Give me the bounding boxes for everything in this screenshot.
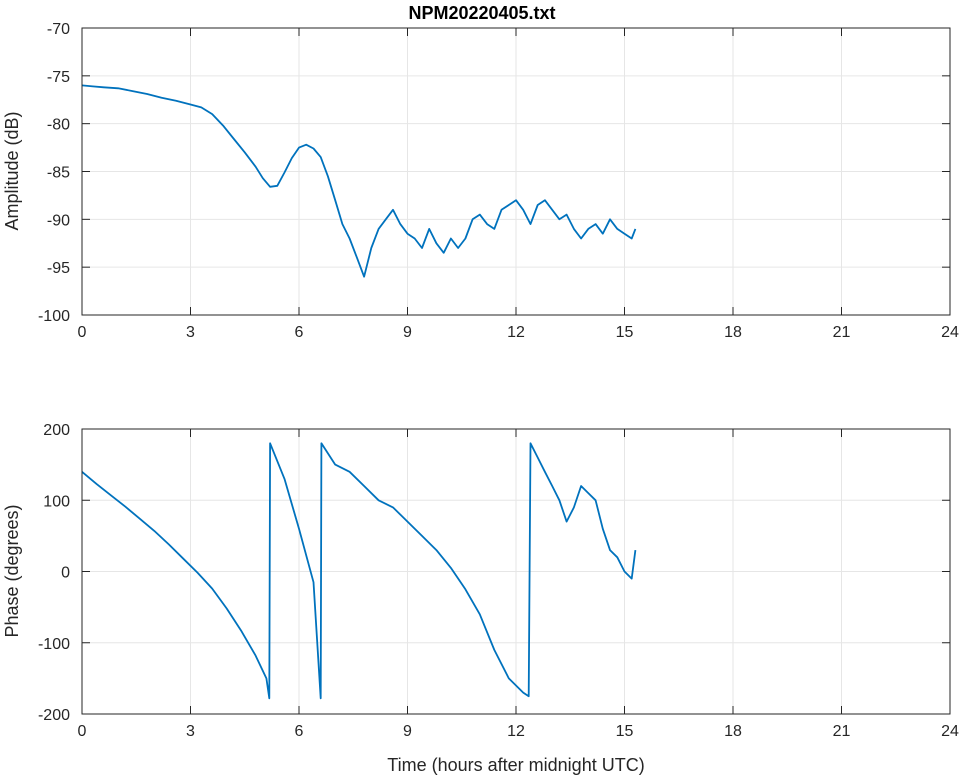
phase-x-tick-label: 24	[941, 723, 959, 740]
amplitude-y-tick-label: -85	[47, 165, 70, 182]
phase-x-tick-label: 3	[186, 723, 195, 740]
phase-x-axis-label: Time (hours after midnight UTC)	[387, 755, 644, 775]
amplitude-x-tick-label: 18	[724, 324, 742, 341]
amplitude-x-tick-label: 21	[833, 324, 851, 341]
amplitude-x-ticks: 0 3 6 9 12 15 18 21 24	[78, 28, 959, 341]
amplitude-y-tick-label: -95	[47, 260, 70, 277]
amplitude-y-tick-label: -100	[38, 308, 70, 325]
phase-y-tick-label: -200	[38, 707, 70, 724]
phase-x-tick-label: 18	[724, 723, 742, 740]
phase-x-tick-label: 12	[507, 723, 525, 740]
amplitude-y-tick-label: -90	[47, 212, 70, 229]
amplitude-x-tick-label: 0	[78, 324, 87, 341]
amplitude-y-tick-label: -75	[47, 69, 70, 86]
phase-y-tick-label: 200	[43, 422, 70, 439]
amplitude-x-tick-label: 3	[186, 324, 195, 341]
phase-series-line	[81, 442, 637, 700]
phase-plot: 0 3 6 9 12 15 18 21 24 -200 -100 0 100 200 Time (hou…	[2, 422, 959, 775]
phase-y-tick-label: -100	[38, 636, 70, 653]
amplitude-series-line	[81, 84, 637, 278]
amplitude-x-tick-label: 24	[941, 324, 959, 341]
amplitude-y-axis-label: Amplitude (dB)	[2, 111, 22, 230]
phase-y-tick-label: 0	[61, 565, 70, 582]
phase-y-tick-label: 100	[43, 493, 70, 510]
amplitude-x-tick-label: 12	[507, 324, 525, 341]
phase-y-ticks: -200 -100 0 100 200	[38, 422, 950, 724]
amplitude-x-tick-label: 15	[616, 324, 634, 341]
phase-x-tick-label: 0	[78, 723, 87, 740]
phase-grid	[81, 428, 951, 715]
amplitude-x-tick-label: 6	[295, 324, 304, 341]
amplitude-title: NPM20220405.txt	[408, 3, 555, 23]
phase-x-tick-label: 9	[403, 723, 412, 740]
amplitude-y-tick-label: -80	[47, 117, 70, 134]
phase-x-tick-label: 21	[833, 723, 851, 740]
amplitude-plot: 0 3 6 9 12 15 18 21 24 -100 -95 -90 -85 -80 -75 -70 NP…	[2, 3, 959, 341]
phase-x-ticks: 0 3 6 9 12 15 18 21 24	[78, 429, 959, 740]
amplitude-series	[81, 84, 637, 278]
phase-x-tick-label: 6	[295, 723, 304, 740]
phase-x-tick-label: 15	[616, 723, 634, 740]
amplitude-y-ticks: -100 -95 -90 -85 -80 -75 -70	[38, 21, 950, 325]
phase-series	[81, 442, 637, 700]
amplitude-y-tick-label: -70	[47, 21, 70, 38]
amplitude-grid	[81, 27, 951, 316]
amplitude-x-tick-label: 9	[403, 324, 412, 341]
phase-y-axis-label: Phase (degrees)	[2, 504, 22, 637]
